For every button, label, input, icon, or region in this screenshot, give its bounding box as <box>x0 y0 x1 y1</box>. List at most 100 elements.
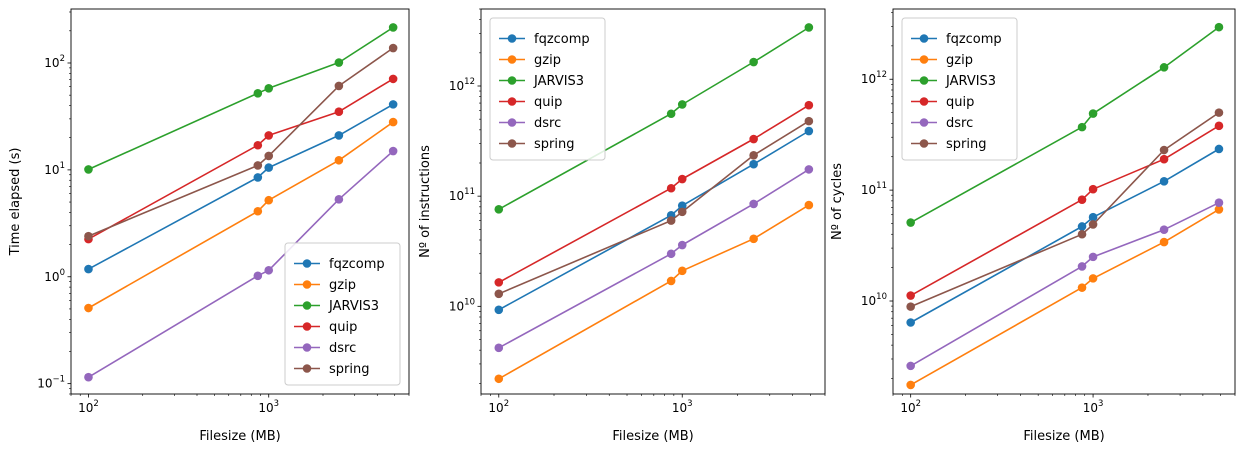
legend-marker-fqzcomp <box>302 259 312 268</box>
y-axis-label: Time elapsed (s) <box>8 148 23 257</box>
x-axis-label: Filesize (MB) <box>612 429 693 444</box>
y-tick-label: 102 <box>44 54 65 70</box>
y-tick-label: 1010 <box>449 297 475 313</box>
data-point-spring <box>84 231 93 241</box>
data-point-quip <box>334 107 344 117</box>
data-point-fqzcomp <box>749 159 758 169</box>
x-tick-label: 103 <box>1083 399 1104 415</box>
x-tick-label: 102 <box>488 399 509 415</box>
data-point-dsrc <box>253 271 263 281</box>
data-point-gzip <box>1077 283 1087 292</box>
legend-label-dsrc: dsrc <box>534 116 561 131</box>
x-axis-label: Filesize (MB) <box>1023 429 1104 444</box>
legend-marker-spring <box>919 139 929 148</box>
x-tick-label: 102 <box>900 399 921 415</box>
data-point-quip <box>804 100 814 110</box>
x-tick-label: 103 <box>258 399 279 415</box>
y-axis-label: Nº of cycles <box>830 163 845 240</box>
data-point-fqzcomp <box>494 305 504 315</box>
y-tick-label: 10−1 <box>37 375 65 391</box>
data-point-gzip <box>264 195 274 205</box>
data-point-jarvis3 <box>804 23 814 32</box>
data-point-dsrc <box>677 240 687 250</box>
plot-frame <box>70 8 410 395</box>
data-point-quip <box>1214 121 1224 131</box>
data-point-dsrc <box>388 146 398 156</box>
data-point-quip <box>749 134 758 144</box>
data-point-dsrc <box>1159 225 1169 234</box>
data-point-dsrc <box>264 265 274 275</box>
data-point-jarvis3 <box>666 109 676 119</box>
legend-box <box>901 17 1018 161</box>
legend-marker-gzip <box>302 280 312 289</box>
data-point-spring <box>264 151 274 161</box>
y-tick-label: 1011 <box>861 181 887 197</box>
data-point-gzip <box>804 200 814 210</box>
legend-label-fqzcomp: fqzcomp <box>534 32 590 47</box>
data-point-fqzcomp <box>677 201 687 210</box>
data-point-jarvis3 <box>1159 63 1169 72</box>
data-point-fqzcomp <box>1214 144 1224 154</box>
data-point-quip <box>1159 154 1169 164</box>
y-tick-label: 1012 <box>861 70 887 86</box>
data-point-fqzcomp <box>264 163 274 172</box>
data-point-spring <box>677 207 687 217</box>
data-point-fqzcomp <box>253 173 263 182</box>
legend-label-dsrc: dsrc <box>946 116 973 131</box>
data-point-quip <box>253 140 263 150</box>
data-point-gzip <box>906 380 915 390</box>
legend-marker-quip <box>507 97 517 106</box>
legend-box <box>489 17 606 161</box>
data-point-gzip <box>1159 237 1169 247</box>
legend-label-gzip: gzip <box>329 278 356 293</box>
legend-label-jarvis3: JARVIS3 <box>328 299 379 314</box>
legend-marker-quip <box>302 322 312 331</box>
legend-marker-spring <box>507 139 517 148</box>
data-point-dsrc <box>1088 252 1098 262</box>
data-point-quip <box>1088 184 1098 194</box>
legend-marker-dsrc <box>919 118 929 127</box>
data-point-fqzcomp <box>84 264 93 274</box>
y-axis-label: Nº of instructions <box>418 145 433 258</box>
legend-marker-spring <box>302 364 312 373</box>
data-point-spring <box>1077 229 1087 239</box>
legend-marker-gzip <box>919 55 929 64</box>
data-point-spring <box>334 81 344 91</box>
legend: fqzcomp gzip JARVIS3 quip dsrc spring <box>284 242 401 386</box>
x-axis-label: Filesize (MB) <box>199 429 280 444</box>
legend-marker-gzip <box>507 55 517 64</box>
plot-frame <box>892 8 1236 395</box>
data-point-dsrc <box>1214 198 1224 208</box>
data-point-gzip <box>677 266 687 276</box>
data-point-dsrc <box>749 199 758 209</box>
legend-label-jarvis3: JARVIS3 <box>945 74 996 89</box>
chart-panel-3: 102 103 1010 1011 1012 Filesize (MB) Nº of cyc… <box>830 8 1236 444</box>
legend-marker-jarvis3 <box>302 301 312 310</box>
legend-label-spring: spring <box>946 137 986 152</box>
data-point-jarvis3 <box>749 57 758 67</box>
data-point-quip <box>906 291 915 300</box>
legend-label-quip: quip <box>329 320 357 335</box>
legend: fqzcomp gzip JARVIS3 quip dsrc spring <box>901 17 1018 161</box>
legend-marker-fqzcomp <box>507 34 517 43</box>
data-point-spring <box>749 150 758 160</box>
data-point-jarvis3 <box>253 89 263 98</box>
data-point-dsrc <box>906 361 915 371</box>
data-point-spring <box>253 161 263 170</box>
legend-marker-quip <box>919 97 929 106</box>
data-point-dsrc <box>1077 262 1087 271</box>
data-point-spring <box>804 116 814 126</box>
y-tick-label: 1012 <box>449 77 475 93</box>
data-point-spring <box>1214 108 1224 117</box>
data-point-quip <box>494 278 504 287</box>
chart-panel-2: 102 103 1010 1011 1012 Filesize (MB) Nº of ins… <box>418 8 826 444</box>
legend-box <box>284 242 401 386</box>
y-tick-label: 100 <box>44 268 65 284</box>
data-point-jarvis3 <box>84 165 93 174</box>
data-point-dsrc <box>84 372 93 382</box>
data-point-quip <box>1077 195 1087 204</box>
legend: fqzcomp gzip JARVIS3 quip dsrc spring <box>489 17 606 161</box>
data-point-dsrc <box>666 249 676 259</box>
data-point-fqzcomp <box>1088 212 1098 222</box>
